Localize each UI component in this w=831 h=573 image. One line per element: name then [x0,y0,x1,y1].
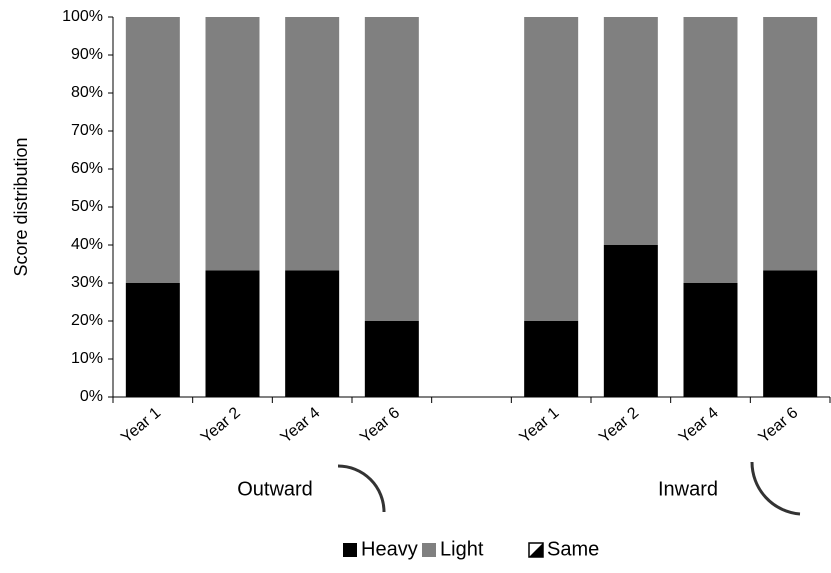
y-tick-label: 20% [71,312,103,329]
group-label: Inward [658,478,718,500]
bar-segment [524,321,578,397]
x-tick-label: Year 2 [198,404,244,446]
y-tick-label: 60% [71,160,103,177]
bar-segment [285,270,339,397]
bar-segment [684,283,738,397]
x-tick-label: Year 1 [517,404,563,446]
group-label: Outward [237,478,313,500]
bar-segment [126,283,180,397]
y-tick-label: 40% [71,236,103,253]
x-tick-label: Year 6 [756,404,802,446]
bar-segment [684,17,738,283]
y-tick-label: 80% [71,84,103,101]
x-tick-label: Year 6 [357,404,403,446]
legend-swatch [343,543,357,557]
x-tick-label: Year 2 [596,404,642,446]
inward-icon [752,462,800,514]
x-tick-label: Year 1 [118,404,164,446]
bar-segment [285,17,339,270]
bar-segment [365,321,419,397]
bar-segment [604,245,658,397]
bar-segment [365,17,419,321]
legend-swatch [422,543,436,557]
bar-segment [604,17,658,245]
bar-segment [763,270,817,397]
y-tick-label: 50% [71,198,103,215]
legend-label: Same [547,538,599,560]
bar-segment [206,270,260,397]
y-tick-label: 0% [80,388,103,405]
bar-segment [763,17,817,270]
y-axis-title: Score distribution [11,137,31,276]
outward-icon [338,466,384,512]
chart: Score distribution 0% 10% 20% 30% 40% 50% 60% 7… [0,0,831,573]
y-tick-label: 100% [62,8,103,25]
legend-label: Light [440,538,484,560]
bar-segment [126,17,180,283]
y-tick-label: 30% [71,274,103,291]
y-tick-label: 70% [71,122,103,139]
bar-segment [206,17,260,270]
bar-segment [524,17,578,321]
x-tick-label: Year 4 [278,404,324,446]
y-tick-label: 10% [71,350,103,367]
y-tick-label: 90% [71,46,103,63]
legend-label: Heavy [361,538,418,560]
x-tick-label: Year 4 [676,404,722,446]
